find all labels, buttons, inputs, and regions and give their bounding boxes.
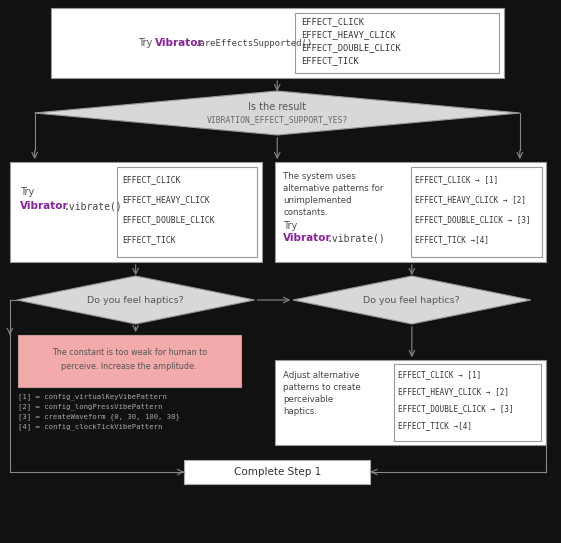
Text: EFFECT_DOUBLE_CLICK: EFFECT_DOUBLE_CLICK bbox=[122, 216, 214, 224]
Text: Complete Step 1: Complete Step 1 bbox=[233, 467, 321, 477]
Text: constants.: constants. bbox=[283, 207, 328, 217]
Bar bbox=[275, 162, 545, 262]
Bar bbox=[18, 335, 241, 387]
Text: VIBRATION_EFFECT_SUPPORT_YES?: VIBRATION_EFFECT_SUPPORT_YES? bbox=[206, 116, 348, 124]
Text: EFFECT_HEAVY_CLICK → [2]: EFFECT_HEAVY_CLICK → [2] bbox=[415, 195, 526, 205]
Text: EFFECT_CLICK: EFFECT_CLICK bbox=[122, 175, 180, 185]
Text: haptics.: haptics. bbox=[283, 407, 317, 415]
Text: .areEffectsSupported(): .areEffectsSupported() bbox=[195, 39, 313, 47]
Text: .vibrate(): .vibrate() bbox=[63, 201, 122, 211]
Bar bbox=[117, 167, 257, 257]
Text: Try: Try bbox=[283, 221, 297, 231]
Text: Vibrator: Vibrator bbox=[155, 38, 204, 48]
Bar bbox=[411, 167, 541, 257]
Bar bbox=[184, 460, 370, 484]
Text: [2] = config_longPressVibePattern: [2] = config_longPressVibePattern bbox=[18, 403, 162, 411]
Bar bbox=[52, 8, 504, 78]
Text: Vibrator: Vibrator bbox=[20, 201, 68, 211]
Text: .vibrate(): .vibrate() bbox=[327, 233, 385, 243]
Text: EFFECT_HEAVY_CLICK → [2]: EFFECT_HEAVY_CLICK → [2] bbox=[398, 388, 509, 396]
Text: [3] = createWaveform {0, 30, 100, 30}: [3] = createWaveform {0, 30, 100, 30} bbox=[18, 414, 180, 420]
Text: [4] = config_clockTickVibePattern: [4] = config_clockTickVibePattern bbox=[18, 424, 162, 431]
Text: EFFECT_TICK →[4]: EFFECT_TICK →[4] bbox=[398, 421, 472, 431]
Polygon shape bbox=[293, 276, 531, 324]
Text: Do you feel haptics?: Do you feel haptics? bbox=[88, 295, 184, 305]
Text: EFFECT_CLICK → [1]: EFFECT_CLICK → [1] bbox=[398, 370, 481, 380]
Bar bbox=[394, 364, 541, 441]
Text: Try: Try bbox=[20, 187, 34, 197]
Text: EFFECT_CLICK → [1]: EFFECT_CLICK → [1] bbox=[415, 175, 498, 185]
Text: Adjust alternative: Adjust alternative bbox=[283, 370, 360, 380]
Text: The system uses: The system uses bbox=[283, 172, 356, 180]
Text: The constant is too weak for human to: The constant is too weak for human to bbox=[52, 348, 207, 357]
Text: patterns to create: patterns to create bbox=[283, 382, 361, 392]
Text: perceivable: perceivable bbox=[283, 395, 333, 403]
Text: unimplemented: unimplemented bbox=[283, 195, 352, 205]
Text: EFFECT_DOUBLE_CLICK: EFFECT_DOUBLE_CLICK bbox=[301, 43, 401, 53]
Text: EFFECT_HEAVY_CLICK: EFFECT_HEAVY_CLICK bbox=[301, 30, 396, 40]
Text: EFFECT_DOUBLE_CLICK → [3]: EFFECT_DOUBLE_CLICK → [3] bbox=[415, 216, 531, 224]
Text: Is the result: Is the result bbox=[248, 102, 306, 112]
Text: alternative patterns for: alternative patterns for bbox=[283, 184, 384, 193]
Text: EFFECT_DOUBLE_CLICK → [3]: EFFECT_DOUBLE_CLICK → [3] bbox=[398, 405, 514, 414]
Bar bbox=[10, 162, 263, 262]
Polygon shape bbox=[35, 91, 520, 135]
Polygon shape bbox=[17, 276, 255, 324]
Text: EFFECT_HEAVY_CLICK: EFFECT_HEAVY_CLICK bbox=[122, 195, 209, 205]
Text: EFFECT_TICK →[4]: EFFECT_TICK →[4] bbox=[415, 236, 489, 244]
Text: EFFECT_CLICK: EFFECT_CLICK bbox=[301, 17, 364, 27]
Bar bbox=[295, 13, 499, 73]
Bar bbox=[275, 360, 545, 445]
Text: EFFECT_TICK: EFFECT_TICK bbox=[122, 236, 176, 244]
Text: Try: Try bbox=[138, 38, 155, 48]
Text: EFFECT_TICK: EFFECT_TICK bbox=[301, 56, 358, 66]
Text: perceive. Increase the amplitude.: perceive. Increase the amplitude. bbox=[62, 362, 197, 370]
Text: Do you feel haptics?: Do you feel haptics? bbox=[364, 295, 460, 305]
Text: Vibrator: Vibrator bbox=[283, 233, 332, 243]
Text: [1] = config_virtualKeyVibePattern: [1] = config_virtualKeyVibePattern bbox=[18, 394, 167, 400]
